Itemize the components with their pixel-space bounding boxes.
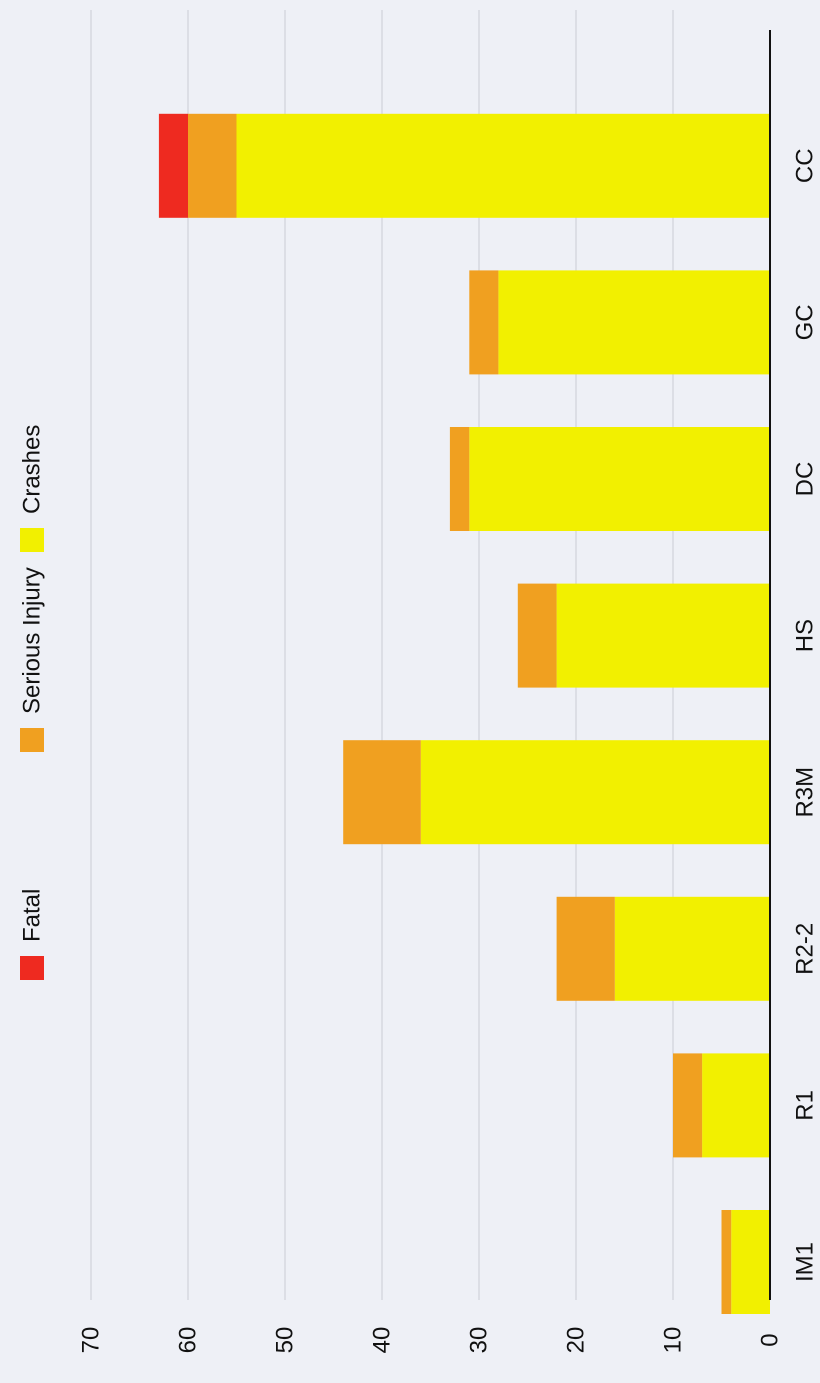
- category-label: DC: [792, 462, 819, 497]
- bar-HS-serious-injury: [517, 583, 557, 688]
- legend-swatch-fatal: [20, 956, 44, 980]
- legend-swatch-crashes: [20, 528, 44, 552]
- bar-HS-crashes: [556, 583, 770, 688]
- value-axis-ticks: 0 10 20 30 40 50 60 70: [78, 1327, 784, 1354]
- category-label: R2-2: [792, 923, 819, 975]
- value-tick-label: 10: [660, 1327, 687, 1354]
- bar-CC-crashes: [236, 113, 770, 218]
- value-tick-label: 30: [466, 1327, 493, 1354]
- bar-R2-2-crashes: [614, 896, 770, 1001]
- legend: Fatal Serious Injury Crashes: [19, 425, 46, 980]
- value-tick-label: 70: [78, 1327, 105, 1354]
- legend-label: Crashes: [19, 425, 46, 514]
- bar-R1-crashes: [702, 1053, 770, 1158]
- value-tick-label: 0: [757, 1333, 784, 1346]
- value-tick-label: 20: [563, 1327, 590, 1354]
- category-label: HS: [792, 619, 819, 652]
- value-tick-label: 50: [272, 1327, 299, 1354]
- value-tick-label: 40: [369, 1327, 396, 1354]
- legend-label: Serious Injury: [19, 567, 46, 714]
- bar-IM1-crashes: [731, 1210, 770, 1314]
- category-label: IM1: [792, 1242, 819, 1282]
- bar-GC-crashes: [498, 270, 770, 375]
- bar-R3M-crashes: [420, 740, 770, 845]
- bar-IM1-serious-injury: [721, 1210, 732, 1314]
- bar-R1-serious-injury: [673, 1053, 703, 1158]
- category-label: GC: [792, 304, 819, 340]
- category-label: CC: [792, 148, 819, 183]
- gridlines: [90, 10, 674, 1300]
- bar-CC-fatal: [158, 113, 188, 218]
- category-label: R1: [792, 1090, 819, 1121]
- bar-R3M-serious-injury: [343, 740, 421, 845]
- category-labels: IM1 R1 R2-2 R3M HS DC GC CC: [792, 148, 819, 1282]
- legend-swatch-serious-injury: [20, 728, 44, 752]
- bar-DC-crashes: [469, 427, 770, 531]
- bar-GC-serious-injury: [469, 270, 499, 375]
- category-label: R3M: [792, 767, 819, 818]
- value-tick-label: 60: [175, 1327, 202, 1354]
- legend-label: Fatal: [19, 889, 46, 942]
- bar-R2-2-serious-injury: [556, 896, 615, 1001]
- bar-DC-serious-injury: [449, 427, 470, 531]
- bars: [158, 113, 770, 1314]
- bar-CC-serious-injury: [188, 113, 237, 218]
